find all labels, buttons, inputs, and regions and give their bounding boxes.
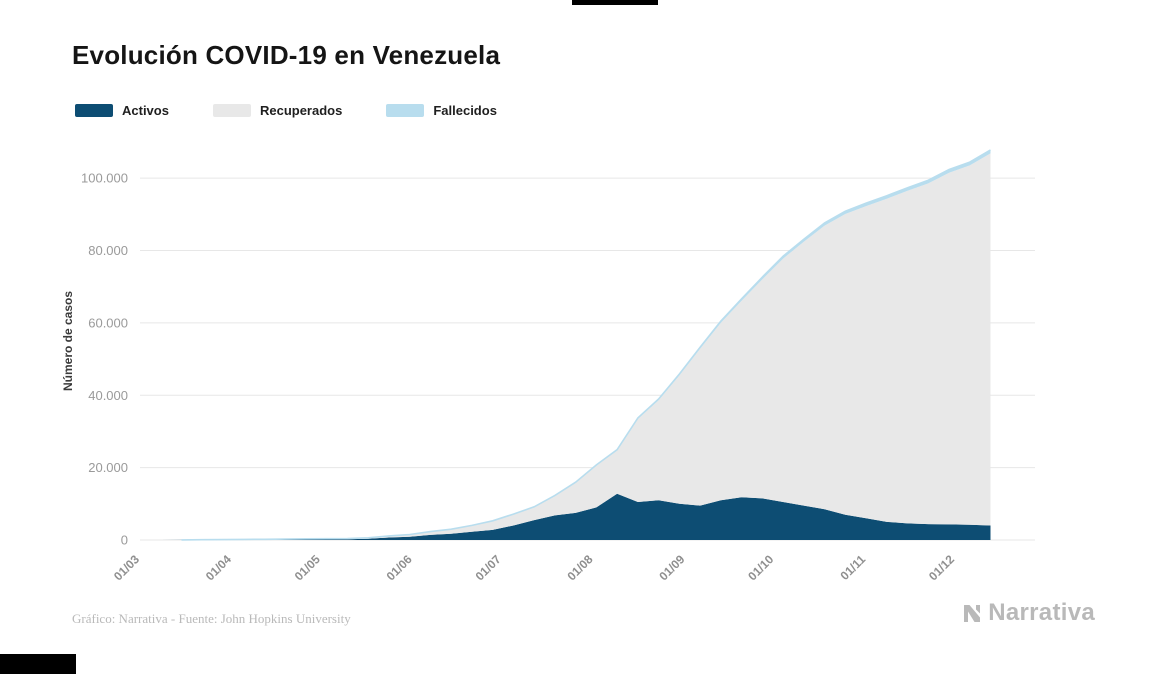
svg-text:01/10: 01/10 <box>745 552 776 583</box>
svg-text:01/12: 01/12 <box>926 552 957 583</box>
legend-label-recuperados: Recuperados <box>259 103 343 118</box>
legend-swatch-fallecidos <box>386 104 425 117</box>
svg-text:Número de casos: Número de casos <box>61 291 75 391</box>
svg-text:01/09: 01/09 <box>656 552 687 583</box>
chart-svg: 0 20.000 40.000 60.000 80.000 100.000 01/03 01/… <box>61 149 1035 583</box>
svg-text:20.000: 20.000 <box>88 460 128 475</box>
svg-text:01/03: 01/03 <box>111 552 142 583</box>
screen-artifact-top <box>572 0 658 5</box>
svg-text:0: 0 <box>121 533 128 548</box>
legend-item-activos: Activos <box>75 103 169 118</box>
footer-credit: Gráfico: Narrativa - Fuente: John Hopkin… <box>72 611 351 626</box>
narrativa-wordmark: Narrativa <box>988 599 1095 626</box>
svg-text:01/11: 01/11 <box>838 552 869 583</box>
svg-text:01/07: 01/07 <box>473 552 504 583</box>
legend-item-fallecidos: Fallecidos <box>386 103 497 118</box>
legend-label-fallecidos: Fallecidos <box>433 103 497 118</box>
legend-label-activos: Activos <box>122 103 169 118</box>
svg-text:01/06: 01/06 <box>384 552 415 583</box>
screen-artifact-bottom-left <box>0 654 76 674</box>
svg-text:80.000: 80.000 <box>88 243 128 258</box>
legend: Activos Recuperados Fallecidos <box>75 103 497 118</box>
svg-text:40.000: 40.000 <box>88 388 128 403</box>
page-title: Evolución COVID-19 en Venezuela <box>72 40 501 70</box>
legend-swatch-activos <box>75 104 113 117</box>
svg-text:01/08: 01/08 <box>564 552 595 583</box>
narrativa-logo: Narrativa <box>960 599 1095 627</box>
svg-text:60.000: 60.000 <box>88 315 128 330</box>
legend-swatch-recuperados <box>212 104 251 117</box>
narrativa-n-icon <box>964 605 981 622</box>
svg-text:100.000: 100.000 <box>81 171 128 186</box>
legend-item-recuperados: Recuperados <box>212 103 343 118</box>
chart-area: 0 20.000 40.000 60.000 80.000 100.000 01/03 01/… <box>50 128 1060 608</box>
svg-text:01/05: 01/05 <box>292 552 323 583</box>
svg-text:01/04: 01/04 <box>203 552 234 583</box>
